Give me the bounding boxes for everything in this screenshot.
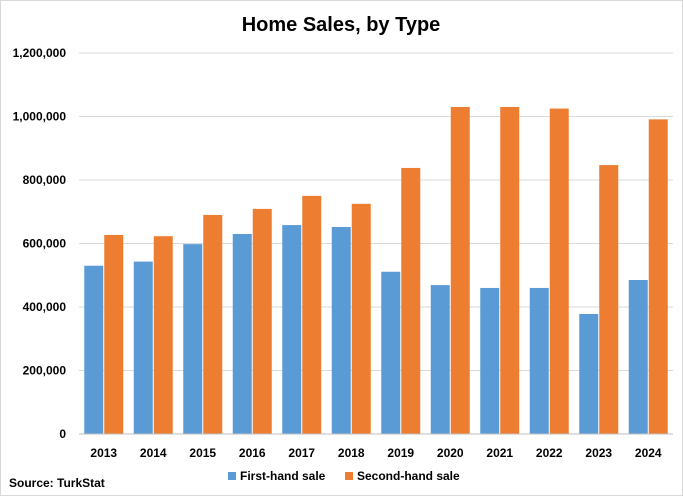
bar-first-hand-2013 (84, 265, 104, 434)
bars (84, 106, 668, 435)
bar-second-hand-2014 (153, 236, 173, 434)
y-axis-ticks: 0 200,000 400,000 600,000 800,000 1,000,000 1,… (13, 46, 67, 441)
bar-first-hand-2022 (529, 287, 549, 434)
bar-second-hand-2021 (500, 106, 520, 434)
bar-second-hand-2024 (648, 119, 668, 435)
y-tick-label: 1,200,000 (13, 46, 67, 60)
legend-label-second-hand: Second-hand sale (357, 469, 460, 483)
x-tick-label: 2018 (338, 446, 365, 460)
bar-first-hand-2017 (282, 225, 302, 434)
x-tick-label: 2013 (90, 446, 117, 460)
y-tick-label: 800,000 (23, 173, 67, 187)
y-tick-label: 0 (59, 427, 66, 441)
bar-second-hand-2015 (203, 214, 223, 434)
x-tick-label: 2023 (585, 446, 612, 460)
bar-second-hand-2019 (401, 167, 421, 434)
bar-first-hand-2018 (331, 226, 351, 434)
bar-first-hand-2024 (628, 280, 648, 434)
x-tick-label: 2021 (486, 446, 513, 460)
y-tick-label: 400,000 (23, 300, 67, 314)
gridlines (79, 52, 673, 371)
x-tick-label: 2024 (635, 446, 662, 460)
y-tick-label: 200,000 (23, 364, 67, 378)
bar-second-hand-2022 (549, 108, 569, 434)
x-tick-label: 2022 (536, 446, 563, 460)
x-tick-label: 2017 (288, 446, 315, 460)
y-tick-label: 600,000 (23, 237, 67, 251)
x-tick-label: 2015 (189, 446, 216, 460)
bar-second-hand-2020 (450, 106, 470, 434)
x-tick-label: 2014 (140, 446, 167, 460)
bar-second-hand-2017 (302, 195, 322, 434)
x-tick-label: 2020 (437, 446, 464, 460)
bar-second-hand-2013 (104, 234, 124, 434)
bar-first-hand-2014 (133, 261, 153, 434)
bar-second-hand-2018 (351, 203, 371, 434)
bar-first-hand-2021 (480, 287, 500, 434)
legend-swatch-first-hand (228, 472, 236, 480)
y-tick-label: 1,000,000 (13, 110, 67, 124)
legend-swatch-second-hand (345, 472, 353, 480)
bar-second-hand-2023 (599, 165, 619, 434)
bar-first-hand-2023 (579, 313, 599, 434)
x-axis-ticks: 2013 2014 2015 2016 2017 2018 2019 2020 2021 2022… (90, 446, 662, 460)
x-tick-label: 2016 (239, 446, 266, 460)
legend: First-hand sale Second-hand sale (228, 469, 460, 483)
source-note: Source: TurkStat (9, 476, 105, 490)
bar-first-hand-2019 (381, 271, 401, 434)
bar-second-hand-2016 (252, 208, 272, 434)
bar-first-hand-2016 (232, 233, 252, 434)
bar-first-hand-2020 (430, 285, 450, 434)
bar-first-hand-2015 (183, 244, 203, 434)
x-tick-label: 2019 (387, 446, 414, 460)
chart-title: Home Sales, by Type (242, 14, 441, 36)
legend-label-first-hand: First-hand sale (240, 469, 326, 483)
